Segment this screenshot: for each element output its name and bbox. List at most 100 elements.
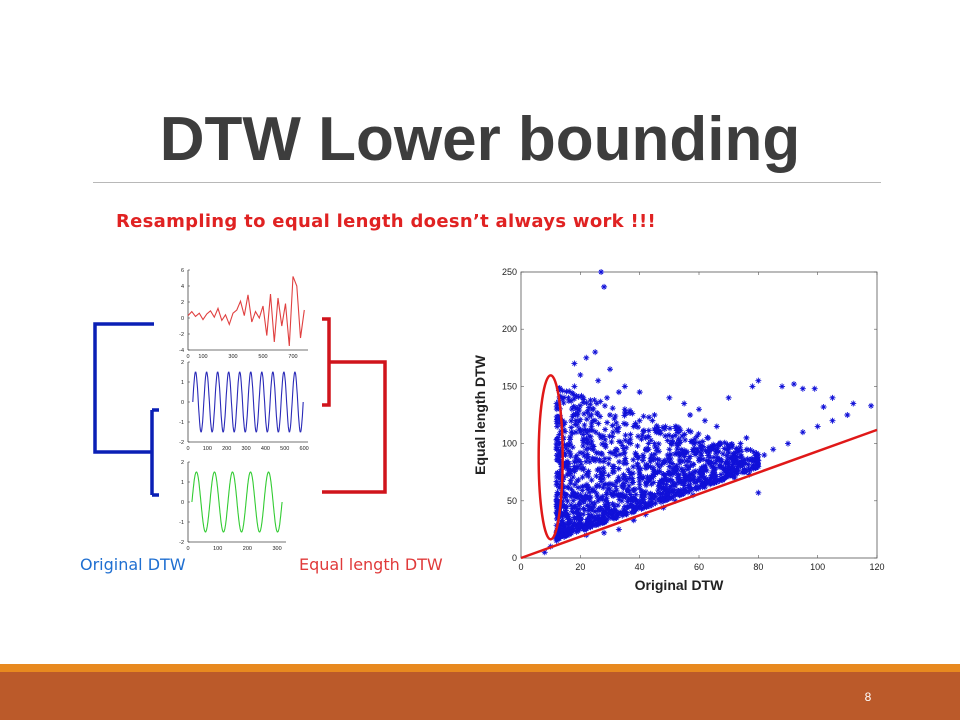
scatter-point	[557, 521, 564, 528]
scatter-point	[707, 445, 714, 452]
scatter-point	[680, 486, 687, 493]
scatter-point	[645, 433, 652, 440]
scatter-point	[750, 449, 757, 456]
scatter-point	[567, 493, 574, 500]
scatter-point	[580, 437, 587, 444]
scatter-point	[698, 446, 705, 453]
scatter-point	[678, 465, 685, 472]
scatter-point	[682, 436, 689, 443]
scatter-point	[820, 403, 827, 410]
scatter-point	[752, 463, 759, 470]
scatter-point	[580, 442, 587, 449]
scatter-point	[553, 503, 560, 510]
scatter-point	[779, 383, 786, 390]
scatter-point	[568, 429, 575, 436]
scatter-point	[626, 469, 633, 476]
scatter-point	[565, 460, 572, 467]
scatter-point	[627, 440, 634, 447]
scatter-point	[745, 461, 752, 468]
scatter-point	[591, 503, 598, 510]
scatter-point	[656, 457, 663, 464]
scatter-point	[615, 492, 622, 499]
scatter-point	[574, 490, 581, 497]
scatter-point	[702, 462, 709, 469]
scatter-point	[574, 463, 581, 470]
scatter-point	[674, 465, 681, 472]
scatter-point	[626, 482, 633, 489]
scatter-point	[636, 470, 643, 477]
scatter-point	[588, 423, 595, 430]
scatter-point	[561, 426, 568, 433]
scatter-point	[728, 441, 735, 448]
ts-y-tick-label: 1	[181, 380, 184, 386]
scatter-point	[647, 491, 654, 498]
ts-series-line	[192, 371, 304, 433]
scatter-point	[596, 456, 603, 463]
scatter-point	[639, 452, 646, 459]
scatter-point	[627, 436, 634, 443]
scatter-point	[553, 452, 560, 459]
scatter-point	[555, 504, 562, 511]
scatter-point	[743, 446, 750, 453]
scatter-point	[583, 354, 590, 361]
scatter-point	[569, 474, 576, 481]
scatter-point	[607, 490, 614, 497]
scatter-point	[659, 424, 666, 431]
scatter-point	[575, 494, 582, 501]
scatter-point	[554, 413, 561, 420]
scatter-point	[636, 481, 643, 488]
scatter-point	[583, 481, 590, 488]
scatter-point	[637, 471, 644, 478]
scatter-point	[665, 491, 672, 498]
scatter-point	[557, 458, 564, 465]
scatter-point	[569, 444, 576, 451]
scatter-point	[587, 401, 594, 408]
scatter-point	[622, 455, 629, 462]
scatter-point	[733, 467, 740, 474]
scatter-point	[574, 412, 581, 418]
scatter-point	[636, 474, 643, 481]
scatter-point	[620, 475, 627, 482]
scatter-point	[572, 429, 579, 436]
scatter-point	[829, 394, 836, 401]
scatter-point	[645, 478, 652, 485]
scatter-point	[612, 446, 619, 453]
scatter-point	[740, 456, 747, 463]
scatter-point	[587, 524, 594, 531]
scatter-point	[600, 484, 607, 491]
scatter-point	[681, 472, 688, 479]
scatter-point	[666, 486, 673, 493]
scatter-point	[574, 524, 581, 531]
scatter-point	[553, 515, 560, 522]
scatter-point	[634, 462, 641, 469]
x-tick-label: 100	[810, 562, 825, 572]
ts-y-tick-label: 1	[181, 480, 184, 486]
scatter-point	[610, 488, 617, 495]
scatter-point	[685, 466, 692, 473]
scatter-point	[554, 436, 561, 443]
scatter-point	[576, 407, 583, 414]
scatter-point	[703, 479, 710, 486]
ts-y-tick-label: -4	[179, 348, 184, 354]
scatter-point	[556, 385, 563, 392]
x-tick-label: 80	[753, 562, 763, 572]
scatter-point	[577, 449, 584, 456]
scatter-point	[559, 520, 566, 527]
scatter-point	[580, 511, 587, 518]
scatter-point	[561, 394, 567, 401]
scatter-point	[701, 475, 708, 482]
scatter-point	[755, 377, 762, 384]
scatter-point	[673, 468, 680, 475]
scatter-point	[589, 406, 596, 413]
scatter-point	[571, 520, 578, 527]
scatter-point	[618, 497, 625, 504]
scatter-point	[814, 423, 821, 430]
scatter-point	[672, 497, 679, 504]
scatter-point	[623, 511, 630, 518]
scatter-point	[570, 411, 577, 418]
scatter-point	[617, 451, 623, 458]
scatter-point	[587, 433, 594, 440]
scatter-point	[571, 360, 578, 367]
scatter-point	[722, 468, 729, 475]
scatter-point	[556, 431, 563, 438]
